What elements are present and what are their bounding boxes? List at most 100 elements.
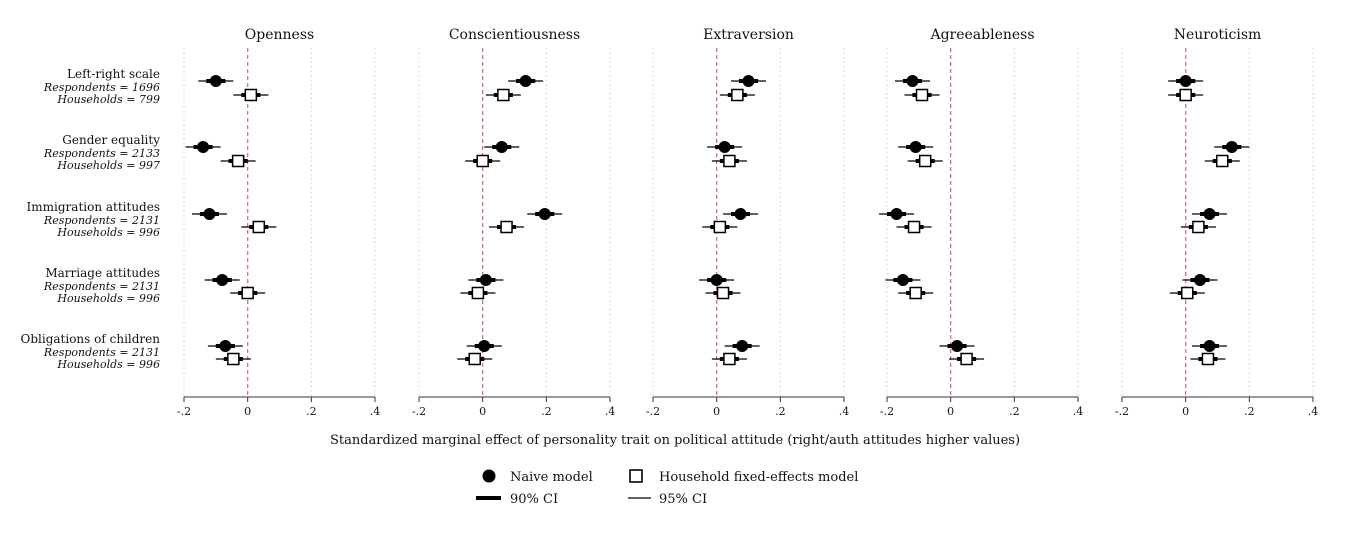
- x-tick-label: -.2: [177, 405, 191, 418]
- row-respondents: Respondents = 2131: [43, 280, 160, 293]
- row-respondents: Respondents = 2131: [43, 214, 160, 227]
- row-households: Households = 997: [56, 159, 160, 172]
- row-respondents: Respondents = 2131: [43, 346, 160, 359]
- fe-point: [1181, 286, 1194, 300]
- naive-point: [906, 75, 919, 87]
- naive-point: [495, 141, 508, 153]
- row-label: Immigration attitudes: [27, 200, 160, 214]
- naive-point: [718, 141, 731, 153]
- legend: Naive model Household fixed-effects mode…: [476, 469, 858, 507]
- naive-point: [478, 340, 491, 352]
- naive-point: [1193, 274, 1206, 286]
- legend-ci95-label: 95% CI: [659, 492, 707, 507]
- fe-point: [723, 154, 736, 168]
- naive-point: [1179, 75, 1192, 87]
- row-households: Households = 996: [56, 292, 160, 305]
- naive-point: [736, 340, 749, 352]
- fe-point: [471, 286, 485, 300]
- naive-point: [216, 274, 229, 286]
- row-respondents: Respondents = 1696: [43, 81, 160, 94]
- naive-point: [909, 141, 922, 153]
- fe-point: [1201, 352, 1215, 366]
- x-tick-label: -.2: [412, 405, 426, 418]
- fe-point: [476, 154, 489, 168]
- naive-point: [519, 75, 532, 87]
- fe-point: [723, 352, 736, 366]
- panel: Neuroticism -.2 0 .2 .4: [1115, 27, 1318, 418]
- panel: Extraversion -.2 0 .2 .4: [646, 27, 849, 418]
- naive-point: [742, 75, 755, 87]
- naive-point: [710, 274, 723, 286]
- naive-point: [896, 274, 909, 286]
- x-axis-title: Standardized marginal effect of personal…: [330, 433, 1020, 448]
- naive-point: [209, 75, 222, 87]
- fe-point: [231, 154, 245, 168]
- x-tick-label: .4: [1308, 405, 1319, 418]
- naive-point: [219, 340, 232, 352]
- panel-title: Conscientiousness: [449, 27, 580, 43]
- row-households: Households = 996: [56, 358, 160, 371]
- x-tick-label: 0: [479, 405, 486, 418]
- x-tick-label: .4: [370, 405, 381, 418]
- row-label: Marriage attitudes: [45, 266, 160, 280]
- fe-point: [915, 88, 929, 102]
- x-tick-label: .2: [306, 405, 317, 418]
- panel: Openness -.2 0 .2 .4: [177, 27, 380, 418]
- x-tick-label: -.2: [646, 405, 660, 418]
- panel-title: Neuroticism: [1174, 27, 1262, 43]
- legend-naive-label: Naive model: [510, 470, 593, 485]
- x-tick-label: .4: [1073, 405, 1084, 418]
- legend-fe-label: Household fixed-effects model: [659, 470, 858, 485]
- fe-point: [960, 352, 973, 366]
- row-label: Left-right scale: [67, 67, 160, 81]
- naive-point: [479, 274, 492, 286]
- naive-point: [1203, 340, 1216, 352]
- x-tick-label: -.2: [1115, 405, 1129, 418]
- fe-point: [716, 286, 730, 300]
- row-label: Gender equality: [62, 133, 160, 147]
- x-tick-label: 0: [1182, 405, 1189, 418]
- panel: Agreeableness -.2 0 .2 .4: [879, 27, 1083, 418]
- x-tick-label: 0: [947, 405, 954, 418]
- x-tick-label: 0: [713, 405, 720, 418]
- naive-point: [1225, 141, 1238, 153]
- fe-point: [497, 88, 510, 102]
- fe-point: [1216, 154, 1229, 168]
- row-households: Households = 996: [56, 226, 160, 239]
- fe-point: [468, 352, 481, 366]
- x-tick-label: .2: [775, 405, 786, 418]
- panels: Openness -.2 0 .2 .4 Conscientiousness -.2 0 .2.…: [177, 27, 1318, 418]
- x-tick-label: -.2: [880, 405, 894, 418]
- row-label: Obligations of children: [21, 332, 161, 346]
- naive-point: [951, 340, 964, 352]
- fe-point: [227, 352, 240, 366]
- row-respondents: Respondents = 2133: [43, 147, 160, 160]
- x-tick-label: .4: [839, 405, 850, 418]
- fe-point: [907, 220, 921, 234]
- legend-fe-marker: [629, 469, 643, 483]
- fe-point: [252, 220, 266, 234]
- naive-point: [538, 208, 551, 220]
- naive-point: [890, 208, 903, 220]
- fe-point: [713, 220, 727, 234]
- fe-point: [909, 286, 922, 300]
- legend-naive-marker: [482, 469, 496, 483]
- naive-point: [734, 208, 747, 220]
- panel-title: Extraversion: [703, 27, 794, 43]
- fe-point: [244, 88, 258, 102]
- x-tick-label: .2: [1244, 405, 1255, 418]
- x-tick-label: .4: [605, 405, 616, 418]
- fe-point: [918, 154, 932, 168]
- x-tick-label: 0: [244, 405, 251, 418]
- naive-point: [1203, 208, 1216, 220]
- fe-point: [731, 88, 744, 102]
- panel-title: Openness: [245, 27, 314, 43]
- legend-ci90-label: 90% CI: [510, 492, 558, 507]
- naive-point: [203, 208, 216, 220]
- fe-point: [1179, 88, 1192, 102]
- panel-title: Agreeableness: [929, 27, 1034, 43]
- x-tick-label: .2: [541, 405, 552, 418]
- fe-point: [241, 286, 254, 300]
